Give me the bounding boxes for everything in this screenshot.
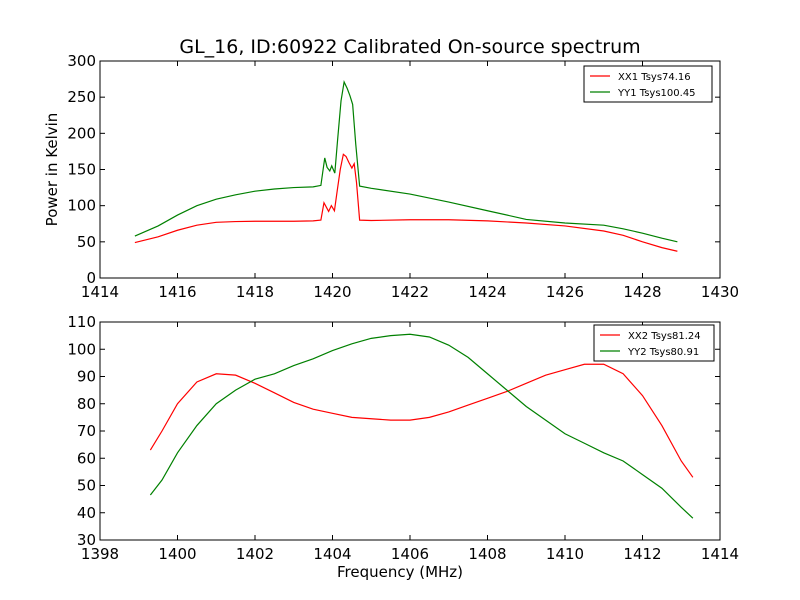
- top-x-tick-label: 1414: [81, 283, 119, 301]
- top-plot: 1414 1416 1418 1420 1422 1424 1426 1428 1430 0 50 1…: [43, 52, 739, 301]
- bottom-legend: XX2 Tsys81.24 YY2 Tsys80.91: [593, 324, 715, 362]
- top-y-tick-label: 250: [67, 88, 96, 106]
- top-y-tick-label: 300: [67, 52, 96, 70]
- top-y-tick-label: 200: [67, 124, 96, 142]
- bottom-y-tick-label: 100: [67, 340, 96, 358]
- bottom-x-tick-label: 1410: [546, 545, 584, 563]
- top-y-axis-label: Power in Kelvin: [43, 113, 61, 227]
- top-y-tick-label: 100: [67, 197, 96, 215]
- bottom-x-tick-label: 1400: [158, 545, 196, 563]
- top-x-tick-label: 1428: [623, 283, 661, 301]
- top-x-tick-label: 1422: [391, 283, 429, 301]
- bottom-y-tick-label: 30: [77, 531, 96, 549]
- top-x-tick-label: 1420: [313, 283, 351, 301]
- top-x-tick-label: 1418: [236, 283, 274, 301]
- bottom-y-tick-label: 90: [77, 368, 96, 386]
- top-series-line-2: [134, 79, 678, 243]
- top-y-tick-label: 150: [67, 161, 96, 179]
- top-y-tick-label: 50: [77, 233, 96, 251]
- bottom-x-tick-label: 1398: [81, 545, 119, 563]
- bottom-x-axis-label: Frequency (MHz): [337, 563, 463, 581]
- bottom-y-tick-label: 50: [77, 477, 96, 495]
- top-x-tick-label: 1430: [701, 283, 739, 301]
- bottom-y-tick-label: 60: [77, 449, 96, 467]
- top-x-tick-label: 1416: [158, 283, 196, 301]
- bottom-series-line-2: [149, 333, 694, 519]
- top-series-line-1: [134, 153, 678, 252]
- bottom-x-tick-label: 1406: [391, 545, 429, 563]
- top-legend-label-1: XX1 Tsys74.16: [618, 72, 691, 83]
- bottom-legend-label-1: XX2 Tsys81.24: [628, 331, 701, 342]
- bottom-y-tick-label: 40: [77, 504, 96, 522]
- top-legend-label-2: YY1 Tsys100.45: [617, 88, 696, 99]
- top-legend: XX1 Tsys74.16 YY1 Tsys100.45: [583, 65, 713, 103]
- top-x-tick-label: 1426: [546, 283, 584, 301]
- bottom-series-line-1: [149, 363, 694, 478]
- top-legend-box: [583, 65, 713, 103]
- top-y-tick-label: 0: [86, 269, 96, 287]
- top-x-tick-label: 1424: [468, 283, 506, 301]
- bottom-x-tick-label: 1414: [701, 545, 739, 563]
- bottom-legend-label-2: YY2 Tsys80.91: [627, 347, 699, 358]
- bottom-x-tick-label: 1412: [623, 545, 661, 563]
- bottom-y-tick-label: 70: [77, 422, 96, 440]
- bottom-plot: 1398 1400 1402 1404 1406 1408 1410 1412 1414 30 40…: [67, 313, 739, 581]
- bottom-legend-box: [593, 324, 715, 362]
- bottom-x-tick-label: 1402: [236, 545, 274, 563]
- bottom-y-tick-label: 110: [67, 313, 96, 331]
- chart-title: GL_16, ID:60922 Calibrated On-source spe…: [179, 36, 640, 58]
- bottom-x-tick-label: 1404: [313, 545, 351, 563]
- bottom-y-tick-label: 80: [77, 395, 96, 413]
- bottom-x-tick-label: 1408: [468, 545, 506, 563]
